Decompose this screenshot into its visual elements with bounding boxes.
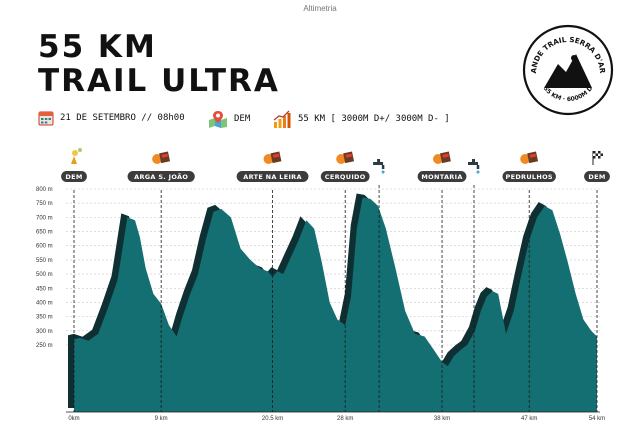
checkpoint-label-pill	[584, 171, 610, 182]
start-icon	[71, 148, 82, 164]
y-tick-label: 300 m	[36, 329, 53, 335]
food-icon	[152, 151, 171, 164]
info-date: 21 DE SETEMBRO // 08h00	[38, 110, 185, 126]
checkpoint-label: PEDRULHOS	[506, 173, 553, 181]
checkpoint-label-pill	[236, 171, 309, 182]
orange-shape	[152, 154, 163, 164]
x-tick-label: 38 km	[434, 416, 450, 422]
finish-flag-icon	[592, 151, 603, 165]
x-tick-label: 0km	[68, 416, 79, 422]
y-axis-labels: 250 m 300 m 350 m 400 m 450 m 500 m 550 m 600 m…	[36, 187, 53, 349]
y-tick-label: 250 m	[36, 343, 53, 349]
tap-valve-shape	[377, 159, 381, 163]
x-tick-label: 54 km	[589, 416, 605, 422]
spark-shape	[78, 148, 82, 152]
x-tick-label: 47 km	[521, 416, 537, 422]
flag-square-shape	[595, 156, 598, 159]
checkpoint-label-pill	[127, 171, 195, 182]
flag-square-shape	[600, 151, 603, 154]
flag-square-shape	[593, 156, 596, 159]
flag-square-shape	[598, 153, 601, 156]
info-distance-text: 55 KM [ 3000M D+/ 3000M D- ]	[298, 114, 450, 124]
checkpoint-label: ARGA S. JOÃO	[134, 172, 188, 181]
race-title-name: TRAIL ULTRA	[38, 63, 280, 99]
flag-square-shape	[593, 151, 596, 154]
water-tap-icon	[373, 159, 385, 174]
info-location: DEM	[208, 110, 250, 128]
info-location-text: DEM	[234, 114, 251, 124]
checkpoint-label: DEM	[65, 173, 82, 181]
logo-runner	[571, 55, 577, 61]
orange-shape	[336, 154, 347, 164]
checkpoint-label-pill	[61, 171, 87, 182]
wrapper-shape	[272, 153, 280, 158]
checkpoint-label-pill	[502, 171, 556, 182]
elevation-profile-area	[74, 197, 597, 412]
wrapper-shape	[161, 153, 169, 158]
checkpoint-label: MONTARIA	[421, 173, 462, 181]
wrapper-shape	[442, 153, 449, 158]
flag-square-shape	[600, 153, 603, 156]
calendar-icon	[38, 111, 54, 126]
bar-chart-icon	[273, 110, 291, 128]
race-title-distance: 55 KM	[38, 29, 157, 65]
y-tick-label: 700 m	[36, 215, 53, 221]
y-tick-label: 450 m	[36, 286, 53, 292]
x-tick-label: 20.5 km	[262, 416, 283, 422]
x-tick-label: 28 km	[337, 416, 353, 422]
y-tick-label: 400 m	[36, 300, 53, 306]
flag-square-shape	[598, 151, 601, 154]
x-axis-labels: 0km 9 km 20.5 km 28 km 38 km 47 km 54 km	[68, 416, 605, 422]
orange-shape	[433, 154, 444, 164]
water-drop-shape	[476, 170, 480, 174]
checkpoint-markers: DEM ARGA S. JOÃO ARTE NA LEIRA CERQUIDO MONT…	[61, 148, 610, 182]
tap-pipe-shape	[373, 162, 384, 165]
checkpoint-label: ARTE NA LEIRA	[243, 173, 302, 181]
elevation-chart: 250 m 300 m 350 m 400 m 450 m 500 m 550 m 600 m…	[36, 148, 610, 422]
foam-shape	[72, 150, 78, 156]
checkpoint-lines	[66, 185, 600, 413]
map-pin-icon	[209, 111, 227, 128]
flag-square-shape	[595, 151, 598, 154]
tap-valve-shape	[471, 159, 475, 163]
flag-square-shape	[595, 153, 598, 156]
checkpoint-label: DEM	[588, 173, 605, 181]
water-tap-icon	[467, 159, 480, 174]
wrapper-shape	[345, 153, 353, 158]
y-tick-label: 650 m	[36, 230, 53, 236]
cup-shape	[71, 156, 77, 164]
y-tick-label: 750 m	[36, 201, 53, 207]
info-distance: 55 KM [ 3000M D+/ 3000M D- ]	[272, 110, 450, 128]
food-icon	[336, 151, 355, 164]
y-tick-label: 550 m	[36, 258, 53, 264]
y-tick-label: 350 m	[36, 315, 53, 321]
checkpoint-label-pill	[320, 171, 370, 182]
checkpoint-label-pill	[417, 171, 467, 182]
food-icon	[433, 151, 451, 164]
y-tick-label: 600 m	[36, 244, 53, 250]
food-icon	[263, 151, 282, 164]
race-logo: GRANDE TRAIL SERRA D'ARGA 55 KM · 6000M …	[522, 24, 614, 116]
info-date-text: 21 DE SETEMBRO // 08h00	[60, 113, 185, 123]
food-icon	[520, 151, 539, 164]
logo-mountain	[544, 54, 592, 88]
orange-shape	[263, 154, 274, 164]
page-caption: Altimetria	[303, 4, 337, 13]
y-tick-label: 500 m	[36, 272, 53, 278]
orange-shape	[520, 154, 531, 164]
y-tick-label: 800 m	[36, 187, 53, 193]
flag-square-shape	[600, 156, 603, 159]
checkpoint-label: CERQUIDO	[325, 173, 366, 181]
tap-pipe-shape	[467, 162, 478, 165]
flag-square-shape	[593, 153, 596, 156]
flag-square-shape	[598, 156, 601, 159]
x-tick-label: 9 km	[155, 416, 168, 422]
water-drop-shape	[381, 170, 385, 174]
wrapper-shape	[529, 153, 537, 158]
